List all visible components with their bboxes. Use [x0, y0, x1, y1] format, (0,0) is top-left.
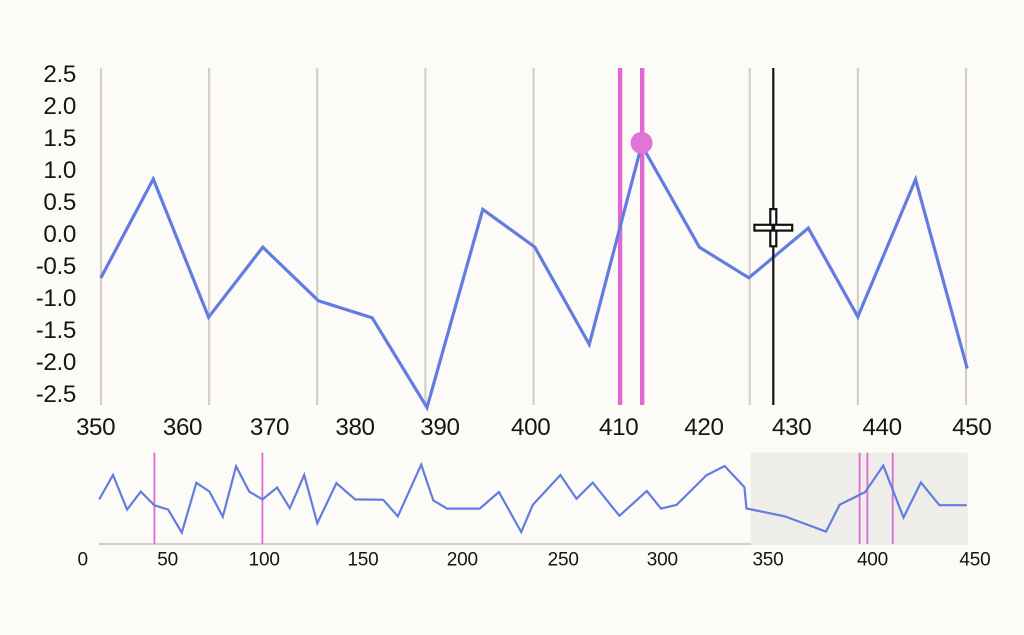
svg-text:2.5: 2.5	[43, 61, 76, 88]
svg-text:-2.5: -2.5	[36, 381, 76, 408]
svg-text:1.5: 1.5	[43, 125, 76, 152]
svg-text:200: 200	[447, 550, 478, 571]
svg-text:360: 360	[163, 414, 202, 441]
svg-text:430: 430	[772, 414, 811, 441]
svg-text:100: 100	[249, 550, 280, 571]
svg-text:0.5: 0.5	[43, 189, 76, 216]
svg-text:300: 300	[647, 550, 678, 571]
svg-text:-2.0: -2.0	[36, 349, 76, 376]
svg-text:0: 0	[78, 550, 88, 571]
svg-text:370: 370	[250, 414, 289, 441]
svg-text:350: 350	[76, 414, 115, 441]
svg-text:450: 450	[959, 550, 990, 571]
svg-text:2.0: 2.0	[43, 93, 76, 120]
svg-text:-0.5: -0.5	[36, 253, 76, 280]
svg-text:350: 350	[752, 550, 783, 571]
svg-text:450: 450	[952, 414, 991, 441]
svg-text:420: 420	[684, 414, 723, 441]
svg-text:400: 400	[511, 414, 550, 441]
svg-text:390: 390	[420, 414, 459, 441]
svg-text:440: 440	[862, 414, 901, 441]
svg-text:410: 410	[599, 414, 638, 441]
svg-text:400: 400	[857, 550, 888, 571]
svg-text:-1.5: -1.5	[36, 317, 76, 344]
svg-text:50: 50	[157, 550, 178, 571]
svg-text:1.0: 1.0	[43, 157, 76, 184]
svg-text:250: 250	[548, 550, 579, 571]
svg-text:0.0: 0.0	[43, 221, 76, 248]
svg-text:380: 380	[335, 414, 374, 441]
svg-text:150: 150	[347, 550, 378, 571]
svg-text:-1.0: -1.0	[36, 285, 76, 312]
